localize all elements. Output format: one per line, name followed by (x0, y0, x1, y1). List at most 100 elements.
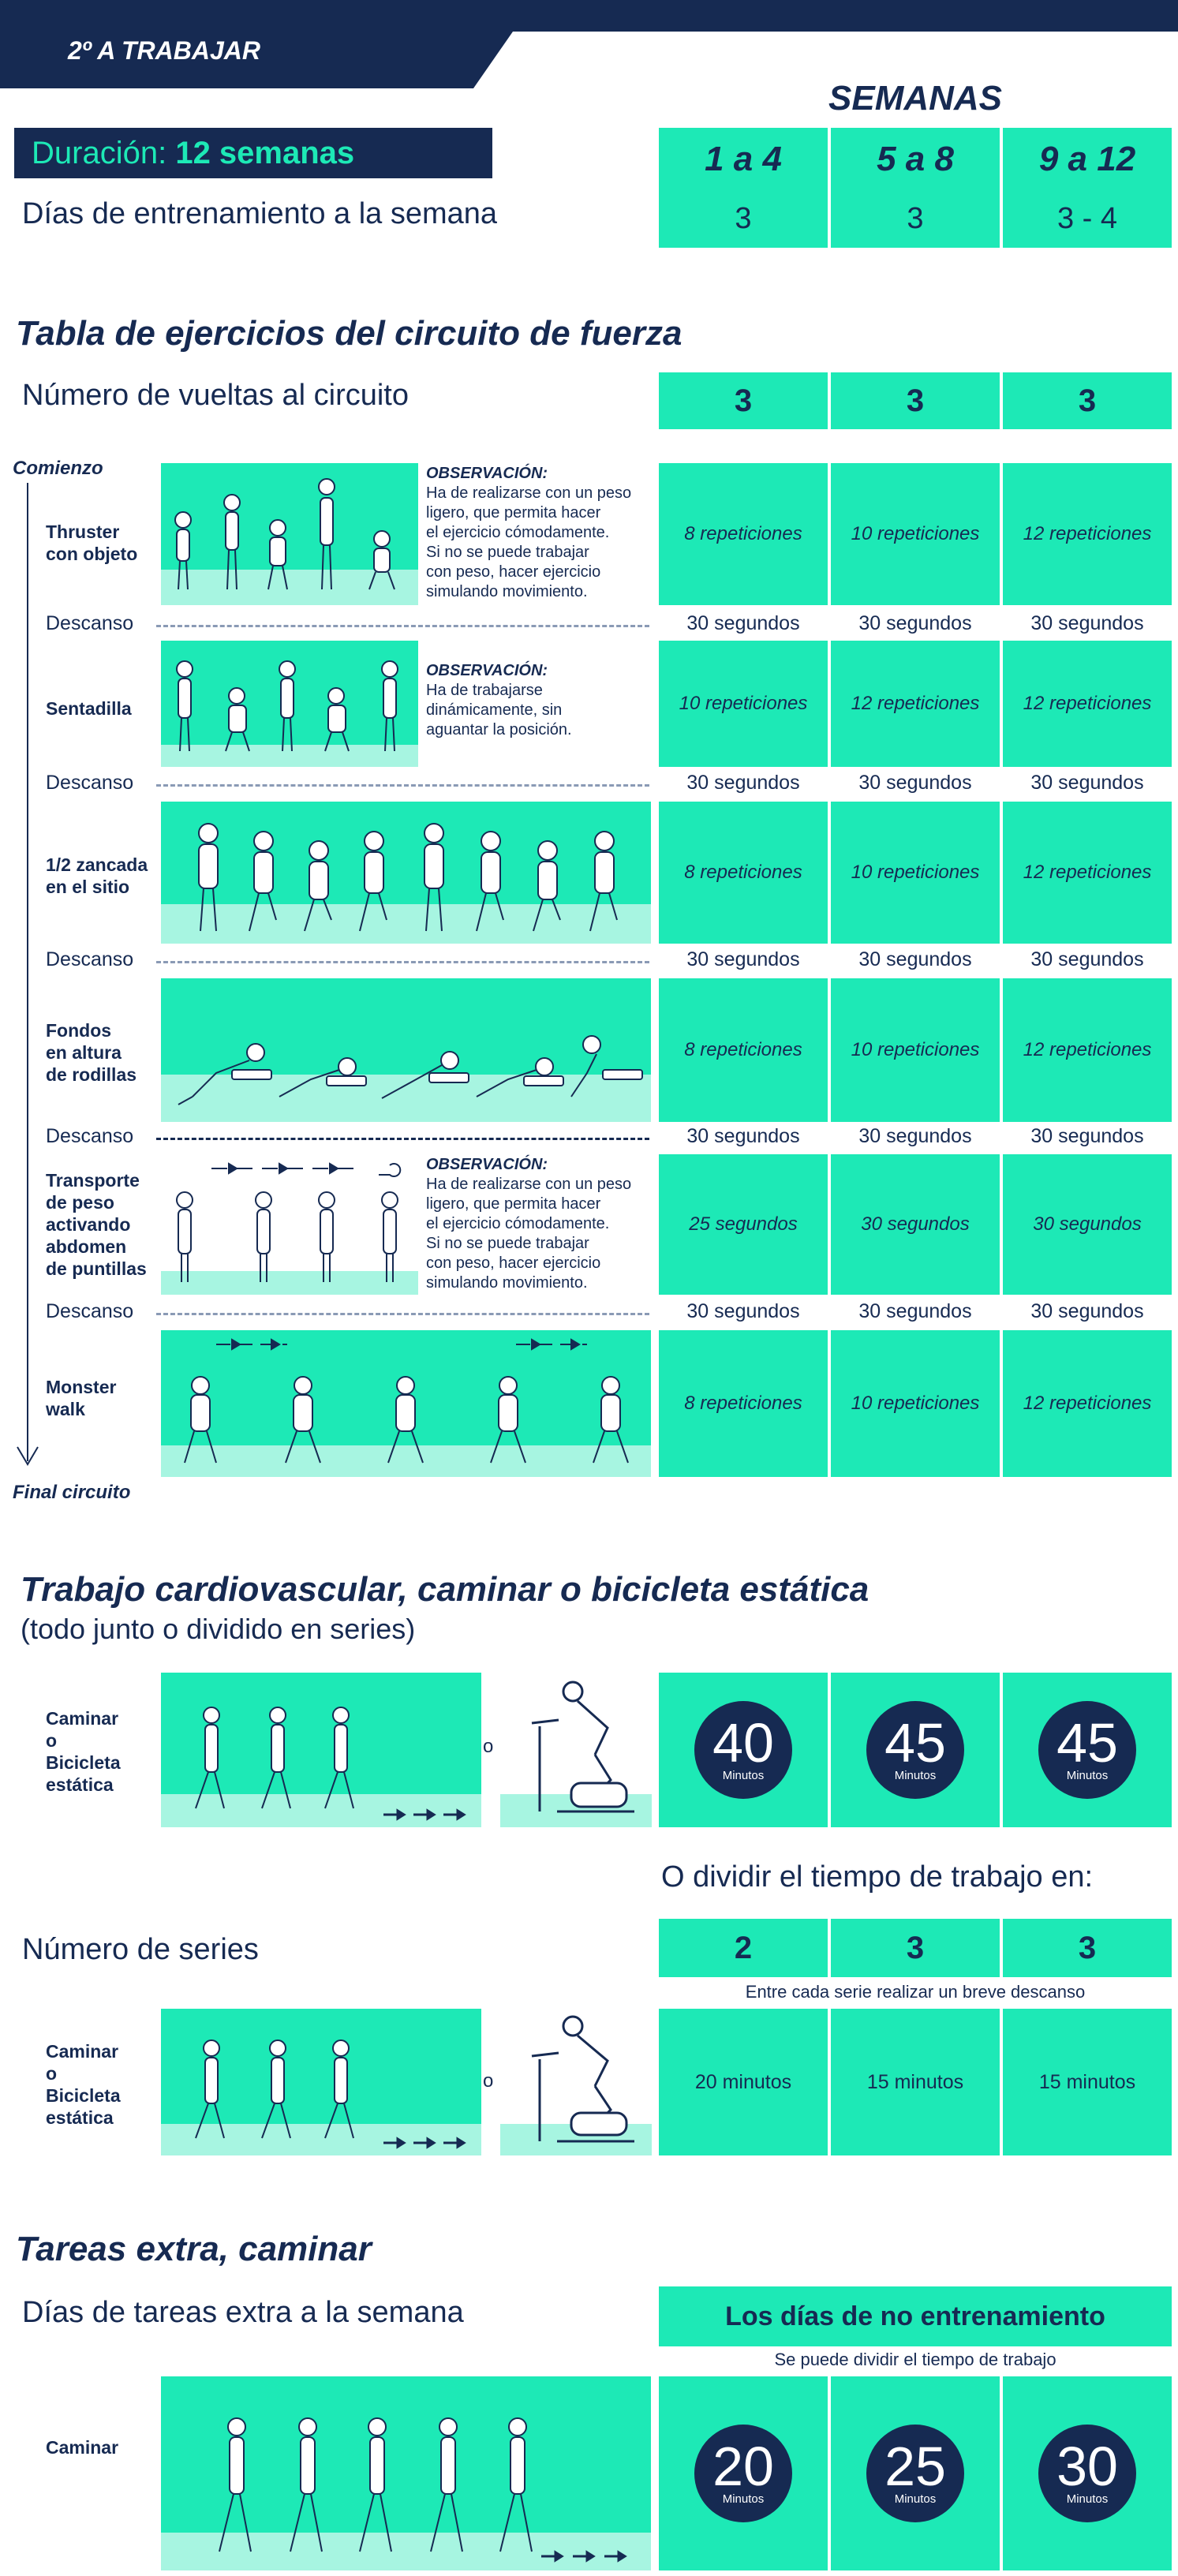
exercise-thruster-label: Thruster con objeto (46, 522, 138, 564)
pushup-value-1: 8 repeticiones (659, 978, 828, 1122)
cardio-circle-3: 45 Minutos (1003, 1673, 1172, 1827)
thruster-value-3: 12 repeticiones (1003, 463, 1172, 605)
monster-walk-illustration (161, 1330, 651, 1477)
observation-text: Ha de realizarse con un peso ligero, que… (426, 484, 632, 600)
week-col-3-header: 9 a 12 3 - 4 (1003, 128, 1172, 248)
cardio-minutes: 40 (712, 1711, 774, 1774)
rest-divider-4 (156, 1138, 649, 1140)
divide-label: O dividir el tiempo de trabajo en: (661, 1860, 1094, 1894)
series-time-1: 20 minutos (659, 2009, 828, 2155)
carry-value-1: 25 segundos (659, 1154, 828, 1295)
week-label: 5 a 8 (877, 139, 954, 178)
exercise-squat-label: Sentadilla (46, 698, 132, 719)
exercise-carry-label: Transporte de peso activando abdomen de … (46, 1170, 147, 1279)
rest-value-5-2: 30 segundos (858, 1300, 972, 1322)
cardio-title: Trabajo cardiovascular, caminar o bicicl… (21, 1570, 869, 1609)
rest-value-3-2: 30 segundos (858, 948, 972, 970)
pushup-value-3: 12 repeticiones (1003, 978, 1172, 1122)
series-value-3: 3 (1003, 1919, 1172, 1977)
extra-days-value: Los días de no entrenamiento (659, 2286, 1172, 2346)
rest-label-4: Descanso (46, 1125, 134, 1147)
week-col-2-header: 5 a 8 3 (831, 128, 1000, 248)
thruster-value-2: 10 repeticiones (831, 463, 1000, 605)
cardio-minutes: 45 (1056, 1711, 1118, 1774)
extra-title: Tareas extra, caminar (16, 2230, 372, 2268)
header-title: 2º A TRABAJAR (68, 36, 260, 65)
duration-value: 12 semanas (175, 135, 355, 170)
rest-value-3-3: 30 segundos (1030, 948, 1144, 970)
rest-divider-5 (156, 1313, 649, 1315)
cardio-unit: Minutos (722, 1768, 765, 1782)
rest-value-3-1: 30 segundos (686, 948, 800, 970)
rest-value-2-2: 30 segundos (858, 772, 972, 794)
observation-title: OBSERVACIÓN: (426, 465, 548, 482)
carry-illustration (161, 1154, 418, 1295)
duration-box: Duración: 12 semanas (14, 128, 492, 178)
bike-illustration-2 (500, 2009, 652, 2155)
series-time-3: 15 minutos (1003, 2009, 1172, 2155)
extra-days-label: Días de tareas extra a la semana (22, 2296, 464, 2329)
extra-circle-2: 25 Minutos (831, 2376, 1000, 2570)
cardio-minutes: 45 (884, 1711, 946, 1774)
cardio-circle-1: 40 Minutos (659, 1673, 828, 1827)
exercise-lunge-label: 1/2 zancada en el sitio (46, 854, 148, 897)
observation-text: Ha de realizarse con un peso ligero, que… (426, 1176, 632, 1292)
lunge-value-1: 8 repeticiones (659, 802, 828, 944)
extra-minutes: 25 (884, 2435, 946, 2497)
cardio-circle-2: 45 Minutos (831, 1673, 1000, 1827)
rest-value-1-1: 30 segundos (686, 612, 800, 634)
observation-title: OBSERVACIÓN: (426, 662, 548, 679)
exercise-pushup-label: Fondos en altura de rodillas (46, 1020, 137, 1085)
cardio-activity-label: Caminar o Bicicleta estática (46, 1708, 121, 1795)
cardio-subtitle: (todo junto o dividido en series) (21, 1613, 416, 1645)
header-bar (0, 0, 1178, 88)
monster-walk-value-3: 12 repeticiones (1003, 1330, 1172, 1477)
squat-value-3: 12 repeticiones (1003, 641, 1172, 767)
week-col-1-header: 1 a 4 3 (659, 128, 828, 248)
rest-divider-2 (156, 784, 649, 787)
rest-label-5: Descanso (46, 1300, 134, 1322)
observation-thruster: OBSERVACIÓN: Ha de realizarse con un pes… (426, 464, 631, 602)
rest-label-3: Descanso (46, 948, 134, 970)
series-value-2: 3 (831, 1919, 1000, 1977)
rest-value-2-1: 30 segundos (686, 772, 800, 794)
observation-carry: OBSERVACIÓN: Ha de realizarse con un pes… (426, 1155, 631, 1293)
rest-label-2: Descanso (46, 772, 134, 794)
extra-unit: Minutos (894, 2492, 937, 2506)
laps-value-3: 3 (1003, 372, 1172, 429)
thruster-illustration (161, 463, 418, 605)
rest-divider-3 (156, 961, 649, 963)
extra-note: Se puede dividir el tiempo de trabajo (774, 2350, 1056, 2369)
cardio-unit: Minutos (1066, 1768, 1109, 1782)
training-days-value: 3 (907, 202, 924, 236)
walking-illustration-3 (161, 2376, 651, 2570)
bike-illustration (500, 1673, 652, 1827)
weeks-title: SEMANAS (828, 79, 1003, 118)
extra-circle-3: 30 Minutos (1003, 2376, 1172, 2570)
strength-title: Tabla de ejercicios del circuito de fuer… (16, 314, 682, 353)
lunge-value-2: 10 repeticiones (831, 802, 1000, 944)
extra-unit: Minutos (722, 2492, 765, 2506)
rest-value-5-3: 30 segundos (1030, 1300, 1144, 1322)
extra-minutes: 30 (1056, 2435, 1118, 2497)
rest-value-1-2: 30 segundos (858, 612, 972, 634)
circuit-flow-arrow (16, 483, 39, 1469)
carry-value-3: 30 segundos (1003, 1154, 1172, 1295)
squat-value-1: 10 repeticiones (659, 641, 828, 767)
series-or: o (483, 2070, 494, 2092)
squat-illustration (161, 641, 418, 767)
laps-value-1: 3 (659, 372, 828, 429)
cardio-or: o (483, 1736, 494, 1757)
training-days-label: Días de entrenamiento a la semana (22, 197, 498, 230)
duration-label: Duración: (32, 135, 167, 170)
laps-value-2: 3 (831, 372, 1000, 429)
rest-value-4-1: 30 segundos (686, 1125, 800, 1147)
series-activity-label: Caminar o Bicicleta estática (46, 2041, 121, 2128)
lunge-value-3: 12 repeticiones (1003, 802, 1172, 944)
training-days-value: 3 (735, 202, 752, 236)
series-time-2: 15 minutos (831, 2009, 1000, 2155)
series-value-1: 2 (659, 1919, 828, 1977)
series-note: Entre cada serie realizar un breve desca… (745, 1982, 1086, 2002)
extra-minutes: 20 (712, 2435, 774, 2497)
pushup-illustration (161, 978, 651, 1122)
